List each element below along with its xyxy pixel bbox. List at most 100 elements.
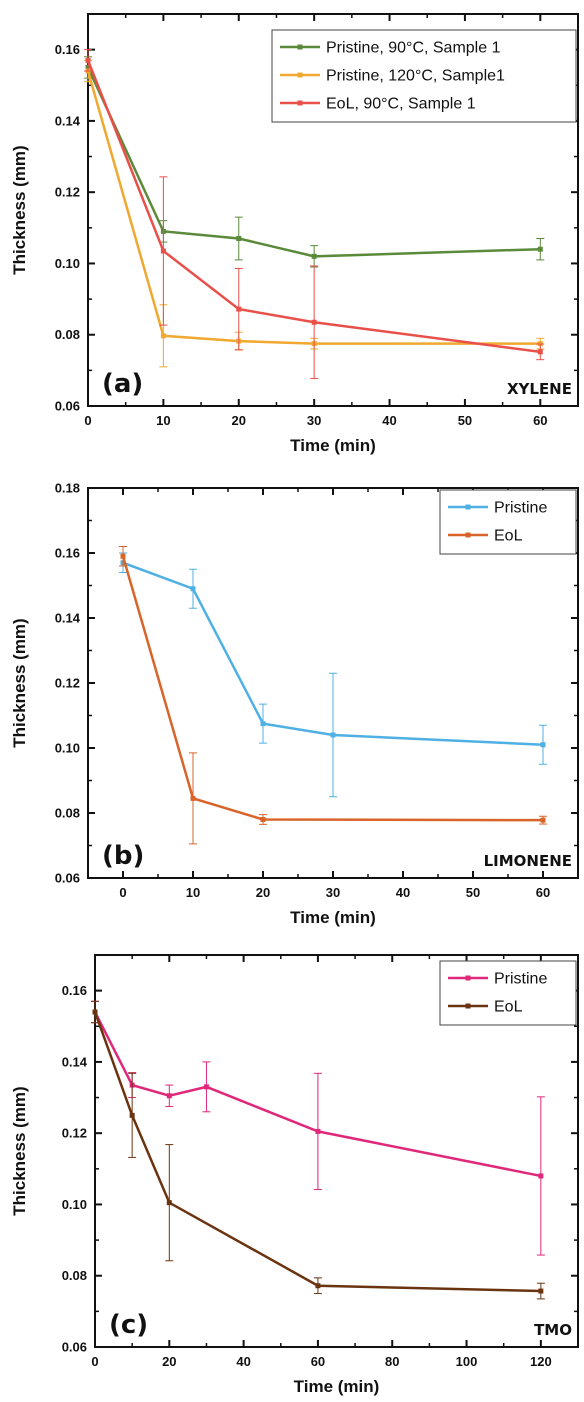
x-axis-title: Time (min) [290,908,376,927]
x-tick-label: 20 [256,885,270,900]
panel-label: (b) [102,841,144,871]
series-0 [91,1000,545,1256]
y-tick-label: 0.16 [62,983,87,998]
y-tick-label: 0.12 [55,185,80,200]
x-tick-label: 20 [232,413,246,428]
data-point [538,1173,544,1179]
data-point [190,586,196,592]
x-axis-title: Time (min) [290,436,376,455]
series-line [121,555,544,822]
panel-label: (a) [102,369,143,399]
y-tick-label: 0.08 [62,1268,87,1283]
legend-entry: Pristine [494,500,547,517]
y-tick-label: 0.16 [55,42,80,57]
data-point [540,742,546,748]
legend-marker [465,532,471,538]
series-line [93,1011,542,1178]
legend-box [271,29,577,123]
x-tick-label: 0 [119,885,126,900]
y-tick-label: 0.06 [62,1340,87,1355]
series-1 [91,1000,545,1300]
legend-marker [297,72,303,78]
data-point [311,319,317,325]
y-tick-label: 0.10 [62,1197,87,1212]
y-tick-label: 0.16 [55,546,80,561]
data-point [166,1200,172,1206]
data-point [120,553,126,559]
data-point [311,253,317,259]
data-point [92,1009,98,1015]
legend-entry: EoL [494,528,523,545]
y-tick-label: 0.10 [55,741,80,756]
solvent-label: XYLENE [507,380,572,398]
legend-entry: Pristine, 90°C, Sample 1 [326,40,501,57]
x-tick-label: 30 [326,885,340,900]
data-point [236,236,242,242]
panel-label: (c) [109,1310,148,1340]
x-tick-label: 40 [396,885,410,900]
chart-limonene: 0 10 20 30 40 50 60 0.06 0.08 0.10 0.12 0.14 0.16 0.1… [10,481,579,927]
legend-entry: EoL [494,999,523,1016]
legend-marker [465,975,471,981]
data-point [160,248,166,254]
data-point [190,795,196,801]
x-tick-label: 10 [156,413,170,428]
y-tick-label: 0.08 [55,806,80,821]
legend-marker [465,1003,471,1009]
x-tick-label: 60 [311,1354,325,1369]
series-1 [119,546,547,845]
data-point [315,1283,321,1289]
x-tick-label: 60 [536,885,550,900]
data-point [537,349,543,355]
legend: Pristine EoL [439,960,577,1026]
x-tick-label: 50 [458,413,472,428]
data-point [260,817,266,822]
legend-entry: EoL, 90°C, Sample 1 [326,96,476,113]
series-2 [84,49,545,380]
y-axis-title: Thickness (mm) [10,618,29,747]
x-tick-label: 0 [91,1354,98,1369]
y-tick-label: 0.14 [55,113,81,128]
x-tick-label: 120 [530,1354,552,1369]
x-tick-label: 40 [382,413,396,428]
y-tick-label: 0.14 [62,1054,88,1069]
legend-marker [297,44,303,50]
data-point [129,1112,135,1118]
x-tick-label: 50 [466,885,480,900]
y-tick-label: 0.10 [55,256,80,271]
y-tick-label: 0.12 [62,1126,87,1141]
plot-frame [94,954,579,1348]
chart-tmo: 0 20 40 60 80 100 120 0.06 0.08 0.10 0.12 0.14 0.16 T… [10,954,579,1396]
y-tick-label: 0.08 [55,327,80,342]
x-tick-label: 0 [84,413,91,428]
x-tick-label: 60 [533,413,547,428]
x-tick-label: 10 [186,885,200,900]
x-axis-title: Time (min) [294,1377,380,1396]
legend-marker [297,100,303,106]
y-tick-label: 0.18 [55,481,80,496]
solvent-label: LIMONENE [484,852,572,870]
y-tick-label: 0.14 [55,611,81,626]
data-point [537,246,543,252]
plot-frame [87,13,579,407]
x-tick-label: 40 [236,1354,250,1369]
data-point [330,732,336,738]
legend-box [439,960,577,1026]
data-point [538,1288,544,1294]
legend-marker [465,504,471,510]
chart-xylene: 0 10 20 30 40 50 60 0.06 0.08 0.10 0.12 0.14 0.16 Tim… [10,13,579,455]
y-tick-label: 0.12 [55,676,80,691]
data-point [160,333,166,339]
data-point [236,306,242,312]
data-point [540,817,546,823]
data-point [85,57,91,63]
legend-box [439,489,577,555]
data-point [260,721,266,727]
x-tick-label: 80 [385,1354,399,1369]
series-0 [119,552,547,798]
x-tick-label: 20 [162,1354,176,1369]
x-tick-label: 30 [307,413,321,428]
y-axis-title: Thickness (mm) [10,145,29,274]
solvent-label: TMO [534,1321,572,1339]
data-point [203,1084,209,1090]
